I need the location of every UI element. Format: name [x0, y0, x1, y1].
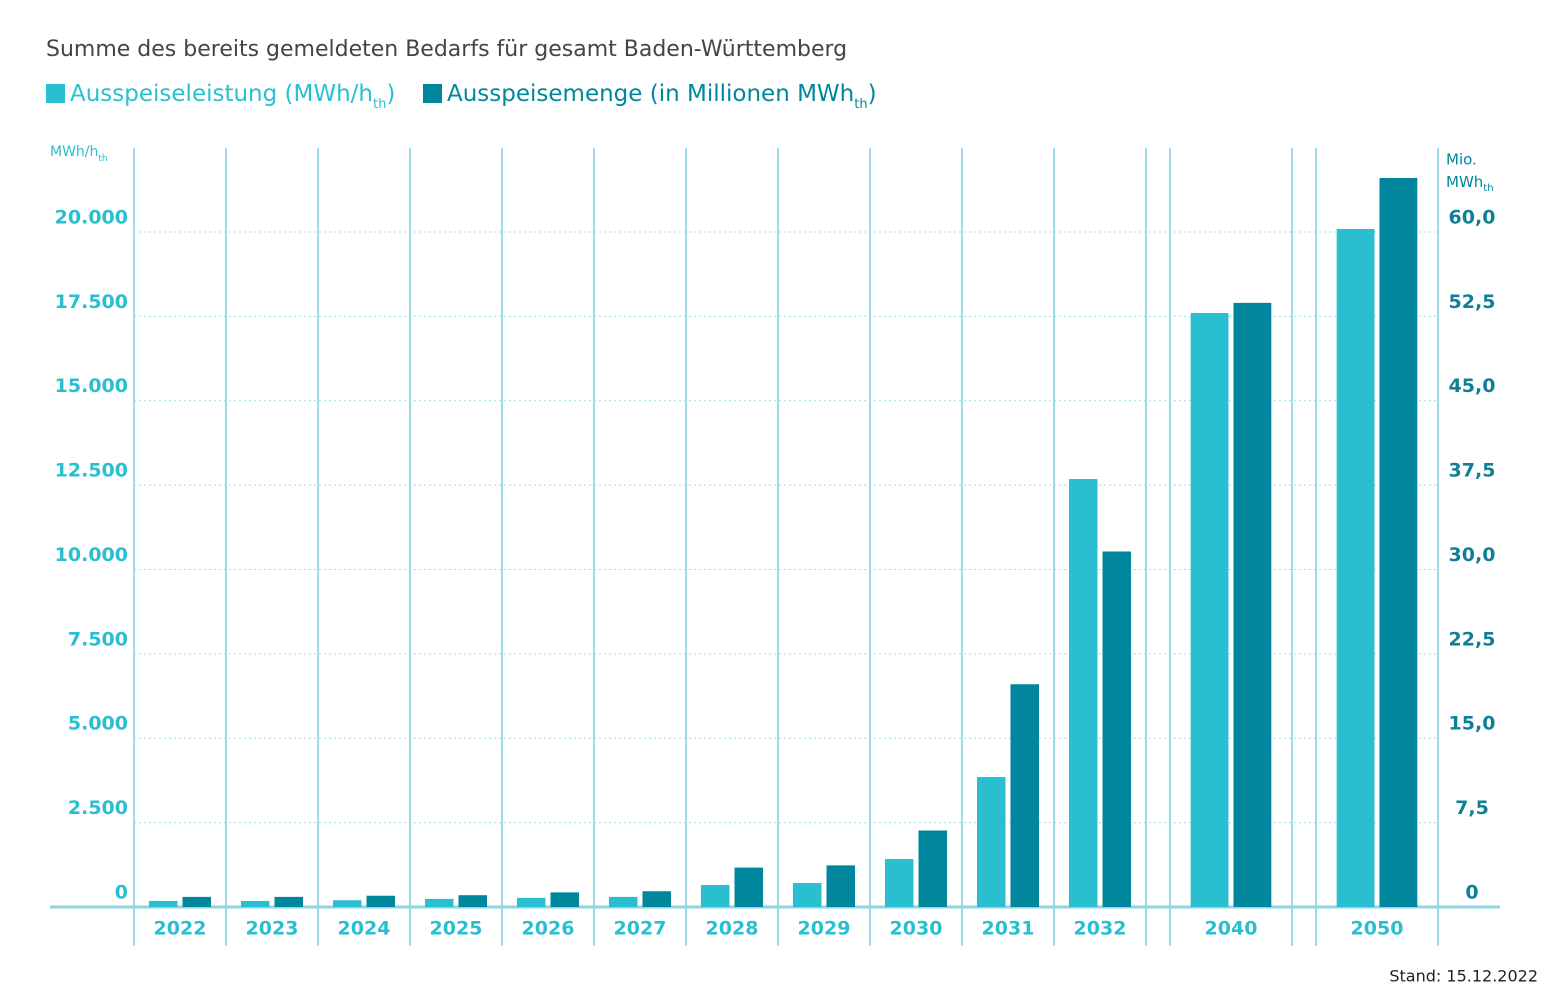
axis-unit: MWh [1446, 173, 1483, 191]
y2-tick-label: 0 [1465, 882, 1478, 904]
y2-tick-label: 60,0 [1449, 206, 1496, 228]
y2-axis-label: Mio. [1446, 151, 1477, 169]
x-tick-label: 2024 [338, 918, 391, 940]
legend-subscript: th [373, 97, 386, 112]
y-tick-label: 2.500 [68, 797, 128, 819]
axis-unit: MWh/h [50, 144, 98, 160]
bar [792, 883, 822, 907]
x-tick-label: 2027 [614, 918, 667, 940]
y-tick-label: 5.000 [68, 713, 128, 735]
y2-tick-label: 15,0 [1449, 713, 1496, 735]
bar [826, 865, 856, 907]
y2-tick-label: 30,0 [1449, 544, 1496, 566]
x-tick-label: 2032 [1074, 918, 1127, 940]
axis-unit-subscript: th [1483, 183, 1493, 194]
y2-tick-label: 52,5 [1449, 291, 1496, 313]
legend-label: Ausspeiseleistung (MWh/hth) [70, 81, 395, 112]
footnote: Stand: 15.12.2022 [1389, 967, 1538, 986]
y2-tick-label: 37,5 [1449, 460, 1496, 482]
x-tick-label: 2029 [798, 918, 851, 940]
y-tick-label: 20.000 [55, 206, 128, 228]
x-tick-label: 2025 [430, 918, 483, 940]
x-tick-label: 2030 [890, 918, 943, 940]
x-tick-label: 2022 [154, 918, 207, 940]
y-axis-label: MWh/hth [50, 144, 108, 164]
y2-axis-label: MWhth [1446, 173, 1494, 195]
y-tick-label: 17.500 [55, 291, 128, 313]
bar [976, 777, 1006, 907]
bar [1068, 479, 1098, 907]
bar [1233, 302, 1272, 907]
bar [332, 900, 362, 907]
y-tick-label: 10.000 [55, 544, 128, 566]
bar [1190, 312, 1229, 907]
legend-label: Ausspeisemenge (in Millionen MWhth) [447, 81, 877, 112]
x-tick-label: 2050 [1351, 918, 1404, 940]
legend-subscript: th [854, 97, 867, 112]
y2-tick-label: 7,5 [1455, 797, 1489, 819]
legend-text: ) [386, 81, 395, 107]
bar [700, 885, 730, 907]
bar [458, 895, 488, 907]
bar [884, 859, 914, 907]
bar [642, 891, 672, 907]
legend-text: ) [868, 81, 877, 107]
bar [240, 900, 270, 907]
legend-swatch [423, 84, 442, 103]
bar [148, 900, 178, 907]
legend-text: Ausspeisemenge (in Millionen MWh [447, 81, 854, 107]
bar [608, 896, 638, 907]
y2-tick-label: 45,0 [1449, 375, 1496, 397]
x-tick-label: 2028 [706, 918, 759, 940]
x-tick-label: 2023 [246, 918, 299, 940]
y-tick-label: 0 [115, 882, 128, 904]
legend: Ausspeiseleistung (MWh/hth) Ausspeisemen… [46, 81, 877, 112]
bar [1336, 228, 1375, 907]
x-tick-label: 2026 [522, 918, 575, 940]
bar [516, 897, 546, 907]
y-tick-label: 12.500 [55, 460, 128, 482]
bar [424, 898, 454, 907]
bar [918, 830, 948, 907]
y2-tick-label: 22,5 [1449, 628, 1496, 650]
legend-text: Ausspeiseleistung (MWh/h [70, 81, 373, 107]
bar [182, 896, 212, 907]
x-tick-label: 2031 [982, 918, 1035, 940]
axis-unit-subscript: th [98, 154, 107, 164]
x-tick-label: 2040 [1205, 918, 1258, 940]
y-tick-label: 15.000 [55, 375, 128, 397]
bar [274, 896, 304, 907]
chart-title: Summe des bereits gemeldeten Bedarfs für… [46, 37, 847, 62]
bar [1379, 177, 1418, 907]
bar [1102, 551, 1132, 907]
bar [734, 867, 764, 907]
bar [550, 892, 580, 907]
y-tick-label: 7.500 [68, 628, 128, 650]
bar [1010, 684, 1040, 907]
legend-swatch [46, 84, 65, 103]
bar [366, 895, 396, 907]
